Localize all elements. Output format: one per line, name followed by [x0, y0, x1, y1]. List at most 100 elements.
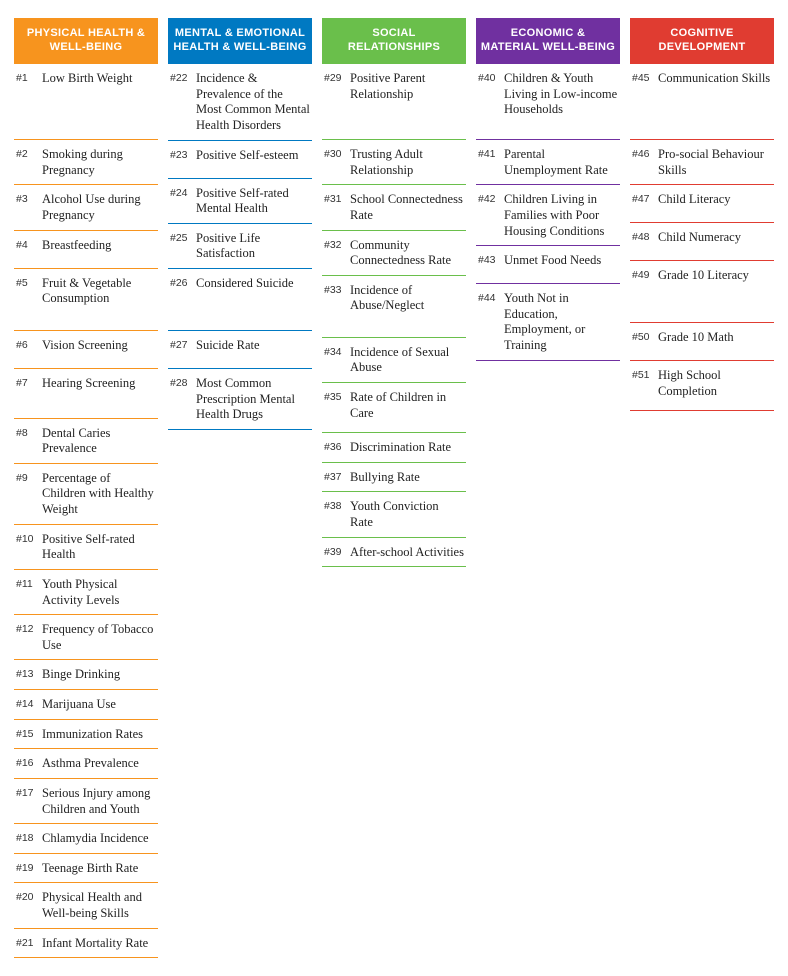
item-number: #11	[16, 577, 42, 590]
item-label: Discrimination Rate	[350, 440, 464, 456]
item-number: #32	[324, 238, 350, 251]
item-label: Youth Conviction Rate	[350, 499, 464, 530]
list-item: #45Communication Skills	[630, 64, 774, 140]
list-item: #19Teenage Birth Rate	[14, 854, 158, 884]
column-items: #45Communication Skills#46Pro-social Beh…	[630, 64, 774, 411]
column-items: #29Positive Parent Relationship #30Trusti…	[322, 64, 466, 567]
item-number: #40	[478, 71, 504, 84]
list-item: #50Grade 10 Math	[630, 323, 774, 361]
item-label: Suicide Rate	[196, 338, 310, 354]
list-item: #16Asthma Prevalence	[14, 749, 158, 779]
item-label: Child Literacy	[658, 192, 772, 208]
item-label: Trusting Adult Relationship	[350, 147, 464, 178]
column: SOCIAL RELATIONSHIPS#29Positive Parent R…	[322, 18, 466, 958]
column-header: COGNITIVE DEVELOPMENT	[630, 18, 774, 64]
item-number: #13	[16, 667, 42, 680]
item-number: #28	[170, 376, 196, 389]
list-item: #27Suicide Rate	[168, 331, 312, 369]
item-number: #44	[478, 291, 504, 304]
item-label: Positive Self-rated Health	[42, 532, 156, 563]
item-label: Infant Mortality Rate	[42, 936, 156, 952]
column-items: #22Incidence & Prevalence of the Most Co…	[168, 64, 312, 430]
item-label: Hearing Screening	[42, 376, 156, 392]
list-item: #1Low Birth Weight	[14, 64, 158, 140]
list-item: #46Pro-social Behaviour Skills	[630, 140, 774, 185]
item-label: High School Completion	[658, 368, 772, 399]
item-number: #37	[324, 470, 350, 483]
column-header: MENTAL & EMOTIONAL HEALTH & WELL-BEING	[168, 18, 312, 64]
item-number: #3	[16, 192, 42, 205]
item-number: #51	[632, 368, 658, 381]
list-item: #5Fruit & Vegetable Consumption	[14, 269, 158, 331]
column: COGNITIVE DEVELOPMENT#45Communication Sk…	[630, 18, 774, 958]
item-number: #36	[324, 440, 350, 453]
list-item: #32Community Connectedness Rate	[322, 231, 466, 276]
item-label: Positive Life Satisfaction	[196, 231, 310, 262]
item-label: Most Common Prescription Mental Health D…	[196, 376, 310, 423]
list-item: #4Breastfeeding	[14, 231, 158, 269]
item-label: Positive Self-esteem	[196, 148, 310, 164]
item-number: #22	[170, 71, 196, 84]
item-number: #6	[16, 338, 42, 351]
item-number: #34	[324, 345, 350, 358]
item-number: #27	[170, 338, 196, 351]
item-number: #18	[16, 831, 42, 844]
item-label: Grade 10 Math	[658, 330, 772, 346]
item-number: #9	[16, 471, 42, 484]
item-label: Parental Unemployment Rate	[504, 147, 618, 178]
item-label: Physical Health and Well-being Skills	[42, 890, 156, 921]
item-label: Teenage Birth Rate	[42, 861, 156, 877]
list-item: #35Rate of Children in Care	[322, 383, 466, 433]
item-number: #25	[170, 231, 196, 244]
item-number: #24	[170, 186, 196, 199]
item-number: #26	[170, 276, 196, 289]
item-number: #41	[478, 147, 504, 160]
list-item: #39After-school Activities	[322, 538, 466, 568]
item-label: Children & Youth Living in Low-income Ho…	[504, 71, 618, 118]
item-number: #43	[478, 253, 504, 266]
list-item: #2Smoking during Pregnancy	[14, 140, 158, 185]
list-item: #30Trusting Adult Relationship	[322, 140, 466, 185]
item-number: #23	[170, 148, 196, 161]
list-item: #36Discrimination Rate	[322, 433, 466, 463]
item-label: Incidence & Prevalence of the Most Commo…	[196, 71, 310, 134]
item-label: Rate of Children in Care	[350, 390, 464, 421]
columns-container: PHYSICAL HEALTH & WELL-BEING#1Low Birth …	[14, 18, 774, 958]
item-label: Percentage of Children with Healthy Weig…	[42, 471, 156, 518]
item-label: Positive Self-rated Mental Health	[196, 186, 310, 217]
item-number: #30	[324, 147, 350, 160]
item-number: #42	[478, 192, 504, 205]
list-item: #7Hearing Screening	[14, 369, 158, 419]
list-item: #22Incidence & Prevalence of the Most Co…	[168, 64, 312, 141]
list-item: #40Children & Youth Living in Low-income…	[476, 64, 620, 140]
item-number: #4	[16, 238, 42, 251]
list-item: #31School Connectedness Rate	[322, 185, 466, 230]
list-item: #26Considered Suicide	[168, 269, 312, 331]
list-item: #44Youth Not in Education, Employment, o…	[476, 284, 620, 361]
list-item: #6Vision Screening	[14, 331, 158, 369]
item-label: School Connectedness Rate	[350, 192, 464, 223]
item-label: Chlamydia Incidence	[42, 831, 156, 847]
column-items: #1Low Birth Weight#2Smoking during Pregn…	[14, 64, 158, 958]
item-number: #20	[16, 890, 42, 903]
list-item: #8Dental Caries Prevalence	[14, 419, 158, 464]
item-label: Alcohol Use during Pregnancy	[42, 192, 156, 223]
column-items: #40Children & Youth Living in Low-income…	[476, 64, 620, 361]
list-item: #25Positive Life Satisfaction	[168, 224, 312, 269]
list-item: #41Parental Unemployment Rate	[476, 140, 620, 185]
item-number: #16	[16, 756, 42, 769]
list-item: #9Percentage of Children with Healthy We…	[14, 464, 158, 525]
item-label: Low Birth Weight	[42, 71, 156, 87]
item-label: Grade 10 Literacy	[658, 268, 772, 284]
column: MENTAL & EMOTIONAL HEALTH & WELL-BEING#2…	[168, 18, 312, 958]
item-label: Positive Parent Relationship	[350, 71, 464, 102]
item-number: #15	[16, 727, 42, 740]
column-header: PHYSICAL HEALTH & WELL-BEING	[14, 18, 158, 64]
item-number: #7	[16, 376, 42, 389]
item-number: #29	[324, 71, 350, 84]
item-label: Child Numeracy	[658, 230, 772, 246]
item-label: Breastfeeding	[42, 238, 156, 254]
list-item: #38Youth Conviction Rate	[322, 492, 466, 537]
item-number: #19	[16, 861, 42, 874]
list-item: #23Positive Self-esteem	[168, 141, 312, 179]
